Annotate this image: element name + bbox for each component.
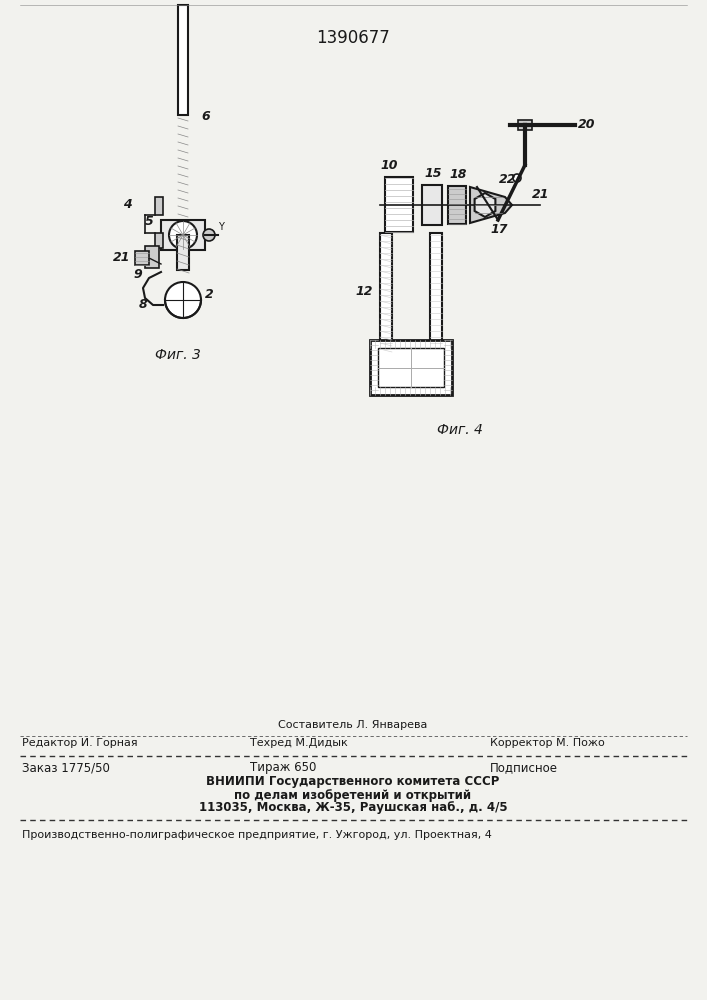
- Text: Y: Y: [218, 222, 224, 232]
- Text: 6: 6: [201, 110, 210, 123]
- Bar: [370, 340, 452, 395]
- Bar: [145, 246, 159, 268]
- Text: Фиг. 3: Фиг. 3: [155, 348, 201, 362]
- Text: 10: 10: [380, 159, 397, 172]
- Text: ВНИИПИ Государственного комитета СССР: ВНИИПИ Государственного комитета СССР: [206, 776, 500, 788]
- Text: 113035, Москва, Ж-35, Раушская наб., д. 4/5: 113035, Москва, Ж-35, Раушская наб., д. …: [199, 802, 508, 814]
- Text: Редактор И. Горная: Редактор И. Горная: [22, 738, 138, 748]
- Text: 4: 4: [123, 198, 132, 211]
- Text: Составитель Л. Январева: Составитель Л. Январева: [279, 720, 428, 730]
- Bar: [135, 251, 149, 265]
- Text: Техред М.Дидык: Техред М.Дидык: [250, 738, 348, 748]
- Text: 9: 9: [133, 268, 141, 281]
- Circle shape: [513, 174, 521, 182]
- Text: Тираж 650: Тираж 650: [250, 762, 316, 774]
- Bar: [155, 233, 163, 248]
- Text: Корректор М. Пожо: Корректор М. Пожо: [490, 738, 604, 748]
- Bar: [177, 235, 189, 270]
- Text: 5: 5: [145, 215, 153, 228]
- Polygon shape: [470, 187, 512, 223]
- Bar: [448, 186, 466, 224]
- Circle shape: [203, 229, 215, 241]
- Text: 8: 8: [139, 298, 148, 311]
- Text: Подписное: Подписное: [490, 762, 558, 774]
- Polygon shape: [474, 193, 496, 217]
- Text: Производственно-полиграфическое предприятие, г. Ужгород, ул. Проектная, 4: Производственно-полиграфическое предприя…: [22, 830, 492, 840]
- Bar: [518, 120, 532, 130]
- Bar: [430, 233, 442, 350]
- Text: 2: 2: [205, 288, 214, 301]
- Circle shape: [165, 282, 201, 318]
- Text: Заказ 1775/50: Заказ 1775/50: [22, 762, 110, 774]
- Bar: [380, 233, 392, 350]
- Text: 18: 18: [449, 168, 467, 181]
- Bar: [161, 220, 205, 250]
- Text: 17: 17: [490, 223, 508, 236]
- Bar: [385, 177, 413, 232]
- Circle shape: [169, 221, 197, 249]
- Text: Фиг. 4: Фиг. 4: [437, 423, 483, 437]
- Bar: [378, 348, 444, 387]
- Text: 22: 22: [499, 173, 517, 186]
- Bar: [155, 197, 163, 215]
- Text: 20: 20: [578, 118, 595, 131]
- Text: 1390677: 1390677: [316, 29, 390, 47]
- Text: по делам изобретений и открытий: по делам изобретений и открытий: [235, 788, 472, 802]
- Text: 21: 21: [532, 188, 549, 201]
- Text: 12: 12: [355, 285, 373, 298]
- Bar: [422, 185, 442, 225]
- Text: 15: 15: [424, 167, 441, 180]
- Bar: [178, 5, 188, 115]
- Text: 21: 21: [113, 251, 131, 264]
